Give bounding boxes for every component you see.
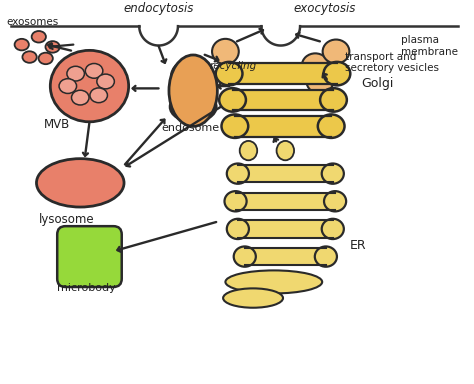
Ellipse shape bbox=[302, 53, 328, 77]
Ellipse shape bbox=[50, 50, 128, 122]
FancyBboxPatch shape bbox=[235, 220, 336, 238]
Ellipse shape bbox=[226, 270, 322, 293]
FancyBboxPatch shape bbox=[231, 90, 335, 110]
Ellipse shape bbox=[90, 88, 108, 103]
FancyBboxPatch shape bbox=[234, 116, 333, 136]
Ellipse shape bbox=[320, 88, 347, 112]
Ellipse shape bbox=[59, 79, 77, 93]
FancyBboxPatch shape bbox=[57, 226, 122, 287]
Ellipse shape bbox=[169, 55, 218, 126]
Ellipse shape bbox=[227, 164, 249, 184]
Ellipse shape bbox=[315, 247, 337, 267]
Text: exocytosis: exocytosis bbox=[293, 2, 356, 15]
Text: lysosome: lysosome bbox=[39, 213, 94, 226]
Ellipse shape bbox=[223, 288, 283, 308]
Text: plasma
membrane: plasma membrane bbox=[401, 35, 457, 57]
Ellipse shape bbox=[212, 39, 239, 64]
FancyBboxPatch shape bbox=[232, 192, 338, 210]
Ellipse shape bbox=[227, 219, 249, 239]
Ellipse shape bbox=[307, 70, 333, 93]
Ellipse shape bbox=[15, 39, 29, 50]
Text: endosome: endosome bbox=[161, 123, 219, 133]
Text: microbody: microbody bbox=[57, 283, 116, 293]
Ellipse shape bbox=[225, 191, 246, 212]
Ellipse shape bbox=[22, 51, 36, 63]
Text: recycling: recycling bbox=[210, 61, 256, 71]
Ellipse shape bbox=[221, 114, 248, 138]
Ellipse shape bbox=[178, 81, 203, 100]
Text: exosomes: exosomes bbox=[7, 17, 59, 27]
Ellipse shape bbox=[67, 66, 84, 81]
Ellipse shape bbox=[324, 191, 346, 212]
Ellipse shape bbox=[85, 63, 103, 78]
Ellipse shape bbox=[276, 141, 294, 160]
Ellipse shape bbox=[170, 92, 216, 122]
Text: MVB: MVB bbox=[44, 118, 70, 131]
Ellipse shape bbox=[318, 114, 345, 138]
Ellipse shape bbox=[216, 62, 243, 85]
Ellipse shape bbox=[46, 41, 60, 53]
Ellipse shape bbox=[234, 247, 256, 267]
Ellipse shape bbox=[219, 88, 246, 112]
Ellipse shape bbox=[322, 219, 344, 239]
Ellipse shape bbox=[38, 53, 53, 64]
FancyBboxPatch shape bbox=[228, 64, 338, 84]
Text: Golgi: Golgi bbox=[361, 77, 394, 90]
Ellipse shape bbox=[171, 60, 210, 94]
Text: transport and
secretory vesicles: transport and secretory vesicles bbox=[345, 51, 439, 73]
Text: endocytosis: endocytosis bbox=[123, 2, 194, 15]
Ellipse shape bbox=[97, 74, 114, 89]
Ellipse shape bbox=[322, 164, 344, 184]
Ellipse shape bbox=[323, 40, 349, 63]
Ellipse shape bbox=[32, 31, 46, 43]
FancyBboxPatch shape bbox=[235, 164, 336, 183]
Ellipse shape bbox=[240, 141, 257, 160]
Ellipse shape bbox=[72, 90, 89, 105]
FancyBboxPatch shape bbox=[242, 247, 329, 266]
Text: ER: ER bbox=[350, 238, 366, 252]
Ellipse shape bbox=[324, 62, 350, 85]
Ellipse shape bbox=[36, 159, 124, 207]
